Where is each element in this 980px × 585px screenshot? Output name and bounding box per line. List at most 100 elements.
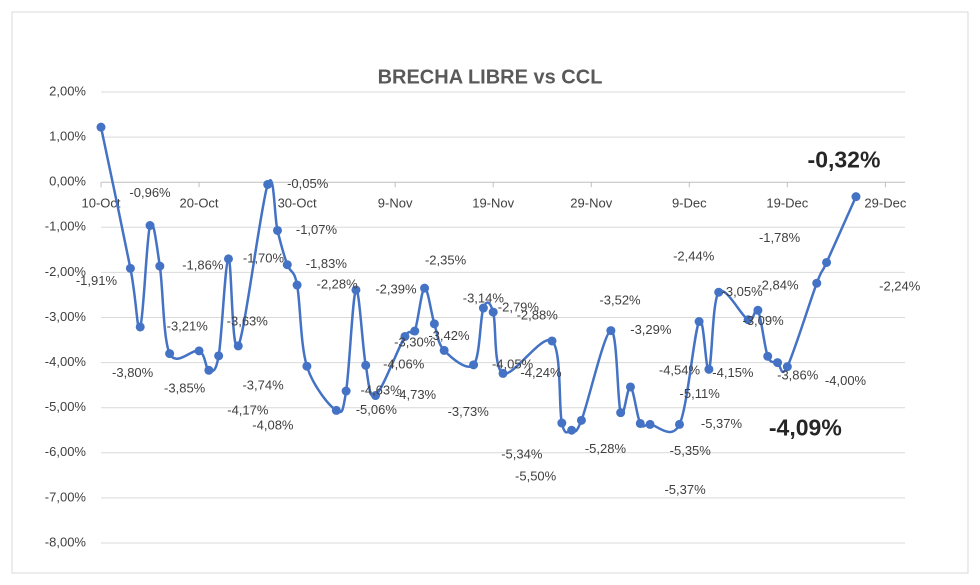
- data-point: [351, 285, 361, 295]
- data-point: [498, 368, 508, 378]
- data-label: -4,15%: [712, 365, 754, 380]
- data-point: [165, 349, 175, 359]
- data-point: [420, 283, 430, 293]
- data-point: [616, 408, 626, 418]
- data-label: -3,74%: [242, 377, 284, 392]
- data-point: [223, 254, 233, 264]
- data-point: [155, 261, 165, 271]
- y-tick-label: -1,00%: [45, 219, 87, 234]
- data-point: [567, 425, 577, 435]
- data-label: -0,32%: [808, 147, 881, 173]
- data-label: -3,63%: [227, 313, 269, 328]
- chart-title: BRECHA LIBRE vs CCL: [378, 66, 603, 88]
- x-tick-label: 10-Oct: [81, 196, 120, 211]
- data-point: [439, 345, 449, 355]
- data-point: [625, 382, 635, 392]
- data-label: -2,24%: [879, 279, 921, 294]
- x-tick-label: 19-Nov: [472, 196, 514, 211]
- data-label: -2,88%: [517, 308, 559, 323]
- chart-frame: [11, 11, 969, 574]
- data-point: [714, 287, 724, 297]
- data-point: [557, 418, 567, 428]
- data-label: -3,14%: [463, 290, 505, 305]
- x-tick-label: 30-Oct: [278, 196, 317, 211]
- data-label: -2,79%: [498, 299, 540, 314]
- data-label: -5,11%: [680, 386, 721, 401]
- data-point: [410, 326, 420, 336]
- x-tick-label: 29-Dec: [864, 196, 906, 211]
- data-point: [547, 336, 557, 346]
- y-tick-label: -4,00%: [45, 354, 87, 369]
- grid: -8,00% -7,00% -6,00% -5,00% -4,00% -3,00% -2,0…: [45, 83, 907, 549]
- data-point: [263, 179, 273, 189]
- data-label: -1,78%: [759, 230, 801, 245]
- data-point: [478, 303, 488, 313]
- data-point: [145, 220, 155, 230]
- data-point: [272, 225, 282, 235]
- data-label: -4,00%: [825, 373, 867, 388]
- data-point: [812, 278, 822, 288]
- data-label: -3,52%: [599, 292, 641, 307]
- data-label: -3,30%: [394, 334, 436, 349]
- data-label: -0,96%: [129, 185, 171, 200]
- data-label: -3,85%: [164, 380, 206, 395]
- data-label: -3,05%: [722, 284, 764, 299]
- data-label: -4,24%: [520, 365, 562, 380]
- data-point: [704, 364, 714, 374]
- plot: [96, 122, 861, 435]
- data-label: -5,06%: [356, 402, 398, 417]
- data-point: [361, 360, 371, 370]
- data-point: [822, 257, 832, 267]
- x-tick-label: 20-Oct: [180, 196, 219, 211]
- data-label: -5,37%: [701, 416, 743, 431]
- x-tick-label: 9-Dec: [672, 196, 707, 211]
- data-point: [753, 305, 763, 315]
- data-point: [429, 319, 439, 329]
- data-label: -5,35%: [670, 443, 712, 458]
- data-label: -5,28%: [585, 441, 627, 456]
- data-label: -5,50%: [515, 469, 557, 484]
- data-label: -3,86%: [777, 368, 819, 383]
- data-label: -1,86%: [182, 258, 224, 273]
- data-point: [635, 418, 645, 428]
- y-tick-label: -8,00%: [45, 534, 87, 549]
- data-point: [214, 351, 224, 361]
- data-label: -1,07%: [296, 222, 338, 237]
- data-point: [331, 405, 341, 415]
- data-label: -2,28%: [316, 276, 358, 291]
- data-label: -3,09%: [742, 313, 784, 328]
- data-label: -3,21%: [167, 318, 209, 333]
- x-tick-label: 29-Nov: [570, 196, 612, 211]
- data-point: [674, 419, 684, 429]
- data-label: -1,83%: [306, 256, 348, 271]
- data-label: -5,34%: [501, 446, 543, 461]
- data-label: -3,42%: [428, 328, 470, 343]
- data-point: [469, 360, 479, 370]
- data-point: [125, 263, 135, 273]
- data-point: [763, 351, 773, 361]
- data-point: [302, 361, 312, 371]
- x-tick-label: 9-Nov: [378, 196, 413, 211]
- data-label: -2,39%: [375, 281, 417, 296]
- data-label: -4,17%: [227, 403, 269, 418]
- data-point: [282, 260, 292, 270]
- data-point: [194, 346, 204, 356]
- data-point: [204, 365, 214, 375]
- y-tick-label: -2,00%: [45, 264, 87, 279]
- data-point: [773, 358, 783, 368]
- data-label: -0,05%: [287, 176, 329, 191]
- data-label: -3,73%: [448, 404, 490, 419]
- y-tick-label: 1,00%: [49, 129, 86, 144]
- data-point: [606, 326, 616, 336]
- data-label: -5,37%: [664, 482, 706, 497]
- data-point: [645, 419, 655, 429]
- data-label: -3,80%: [112, 365, 154, 380]
- y-tick-label: -3,00%: [45, 309, 87, 324]
- data-point: [233, 341, 243, 351]
- data-label: -4,63%: [361, 382, 403, 397]
- data-point: [851, 192, 861, 202]
- data-label: -3,29%: [630, 322, 672, 337]
- data-point: [488, 307, 498, 317]
- data-label: -2,44%: [673, 249, 715, 264]
